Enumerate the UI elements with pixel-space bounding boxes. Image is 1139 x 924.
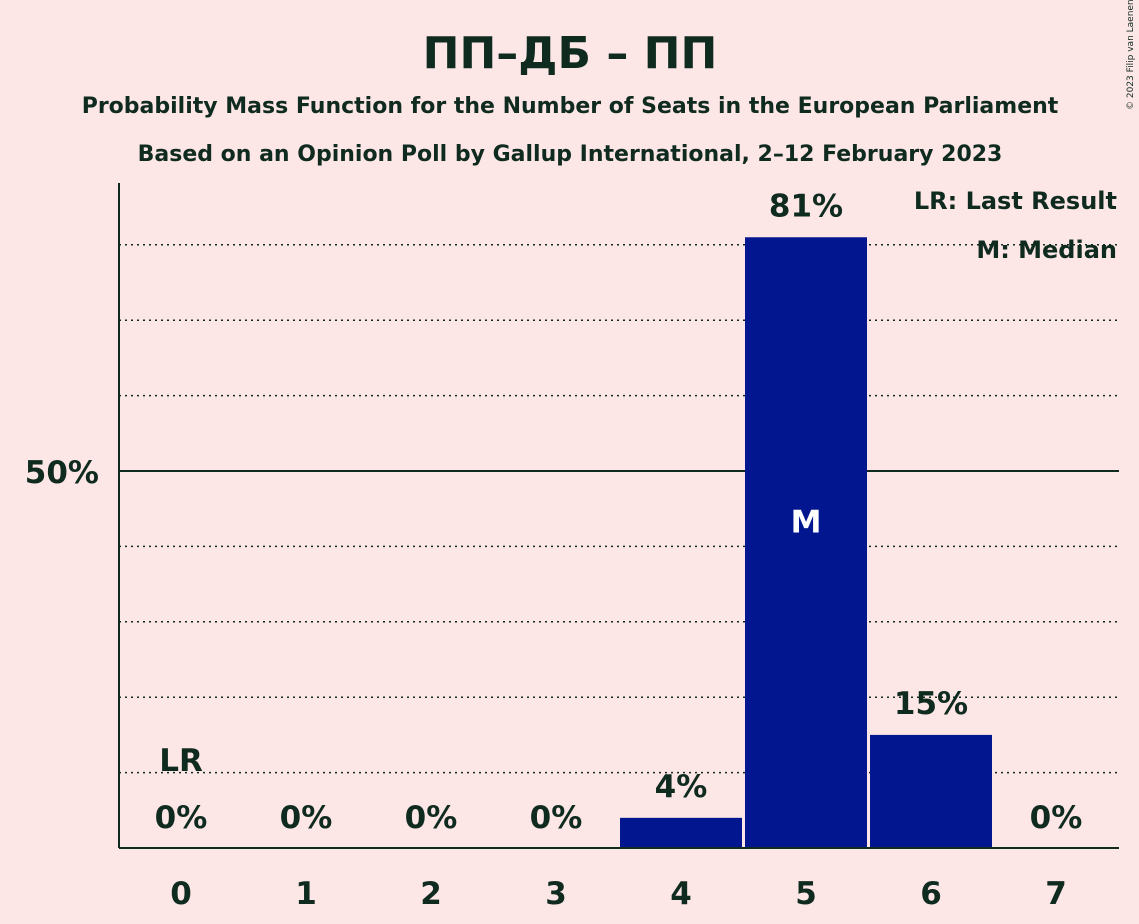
data-label-0: 0% <box>155 800 208 836</box>
x-tick-label-4: 4 <box>670 876 692 912</box>
x-tick-label-0: 0 <box>170 876 192 912</box>
legend-median: M: Median <box>976 236 1117 264</box>
data-label-2: 0% <box>405 800 458 836</box>
data-label-1: 0% <box>280 800 333 836</box>
data-label-6: 15% <box>894 686 968 722</box>
data-label-3: 0% <box>530 800 583 836</box>
axes <box>118 183 1119 849</box>
data-label-7: 0% <box>1030 800 1083 836</box>
median-marker: M <box>791 505 822 541</box>
data-label-5: 81% <box>769 188 843 224</box>
chart-subtitle-2: Based on an Opinion Poll by Gallup Inter… <box>138 142 1003 167</box>
x-tick-label-6: 6 <box>920 876 942 912</box>
bar-4 <box>620 817 742 848</box>
gridlines <box>119 244 1119 774</box>
bar-6 <box>870 734 992 848</box>
last-result-marker: LR <box>159 743 203 779</box>
x-tick-label-7: 7 <box>1045 876 1067 912</box>
x-tick-labels: 0 1 2 3 4 5 6 7 <box>170 876 1067 912</box>
x-tick-label-3: 3 <box>545 876 567 912</box>
y-tick-label-50: 50% <box>25 455 99 491</box>
x-tick-label-5: 5 <box>795 876 817 912</box>
x-tick-label-2: 2 <box>420 876 442 912</box>
data-label-4: 4% <box>655 769 708 805</box>
copyright-credit: © 2023 Filip van Laenen <box>1126 0 1136 110</box>
bar-5 <box>745 237 867 848</box>
bars <box>620 237 992 848</box>
chart-title: ПП–ДБ – ПП <box>423 28 718 79</box>
chart-subtitle-1: Probability Mass Function for the Number… <box>82 94 1059 119</box>
legend-last-result: LR: Last Result <box>914 187 1117 215</box>
x-tick-label-1: 1 <box>295 876 317 912</box>
data-labels: 0% LR 0% 0% 0% 4% 81% M 15% 0% <box>155 188 1083 836</box>
